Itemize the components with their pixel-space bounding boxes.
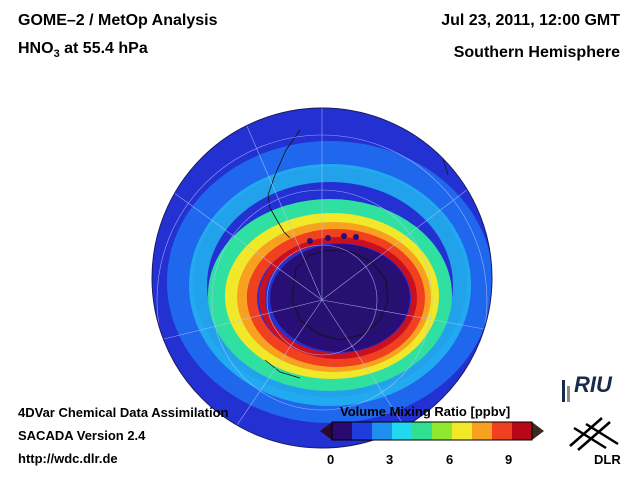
colorbar-segment: [492, 422, 513, 440]
colorbar-segment: [432, 422, 453, 440]
colorbar-segment: [512, 422, 533, 440]
colorbar-segment: [392, 422, 413, 440]
riu-logo: RIU: [560, 372, 630, 406]
colorbar-arrow-high: [532, 422, 544, 440]
riu-logo-mark: [562, 380, 570, 402]
dlr-logo-mark: [569, 417, 619, 451]
colorbar-arrow-low: [320, 422, 332, 440]
antarctica-coastline: [291, 249, 389, 341]
colorbar-segment: [472, 422, 493, 440]
colorbar-segment: [372, 422, 393, 440]
colorbar-tick: 3: [386, 452, 394, 467]
ring-orange: [237, 222, 431, 372]
species-prefix: HNO: [18, 40, 54, 57]
hemisphere-line: Southern Hemisphere: [453, 44, 620, 61]
south-america-coastline: [267, 129, 301, 239]
australia-coastline: [264, 359, 301, 379]
colorbar: [320, 421, 544, 441]
colorbar-tick: 0: [327, 452, 335, 467]
colorbar-title: Volume Mixing Ratio [ppbv]: [340, 404, 511, 419]
outer-band-cyan: [189, 164, 471, 406]
vortex-inner: [286, 252, 402, 340]
species-line: HNO3 at 55.4 hPa: [18, 40, 148, 60]
footer-line-1: 4DVar Chemical Data Assimilation: [18, 405, 229, 420]
colorbar-border: [331, 421, 533, 441]
footer-line-2: SACADA Version 2.4: [18, 428, 146, 443]
ring-red: [247, 229, 425, 367]
dlr-logo: DLR: [562, 414, 628, 470]
globe-outline: [151, 107, 493, 449]
ring-darkred: [259, 237, 417, 359]
colorbar-tick: 6: [446, 452, 454, 467]
colorbar-tick: 9: [505, 452, 513, 467]
footer-url: http://wdc.dlr.de: [18, 451, 118, 466]
colorbar-segment: [332, 422, 353, 440]
colorbar-segment: [352, 422, 373, 440]
riu-logo-text: RIU: [574, 372, 612, 397]
dlr-logo-text: DLR: [594, 452, 621, 467]
ring-green: [208, 199, 452, 391]
graticule: [156, 108, 491, 448]
species-suffix: at 55.4 hPa: [59, 40, 148, 57]
data-dots: [281, 233, 359, 299]
globe-field: [152, 108, 492, 448]
colorbar-segment: [452, 422, 473, 440]
colorbar-segment: [412, 422, 433, 440]
title-line: GOME–2 / MetOp Analysis: [18, 12, 218, 29]
date-line: Jul 23, 2011, 12:00 GMT: [441, 12, 620, 29]
species-subscript: 3: [53, 48, 60, 61]
